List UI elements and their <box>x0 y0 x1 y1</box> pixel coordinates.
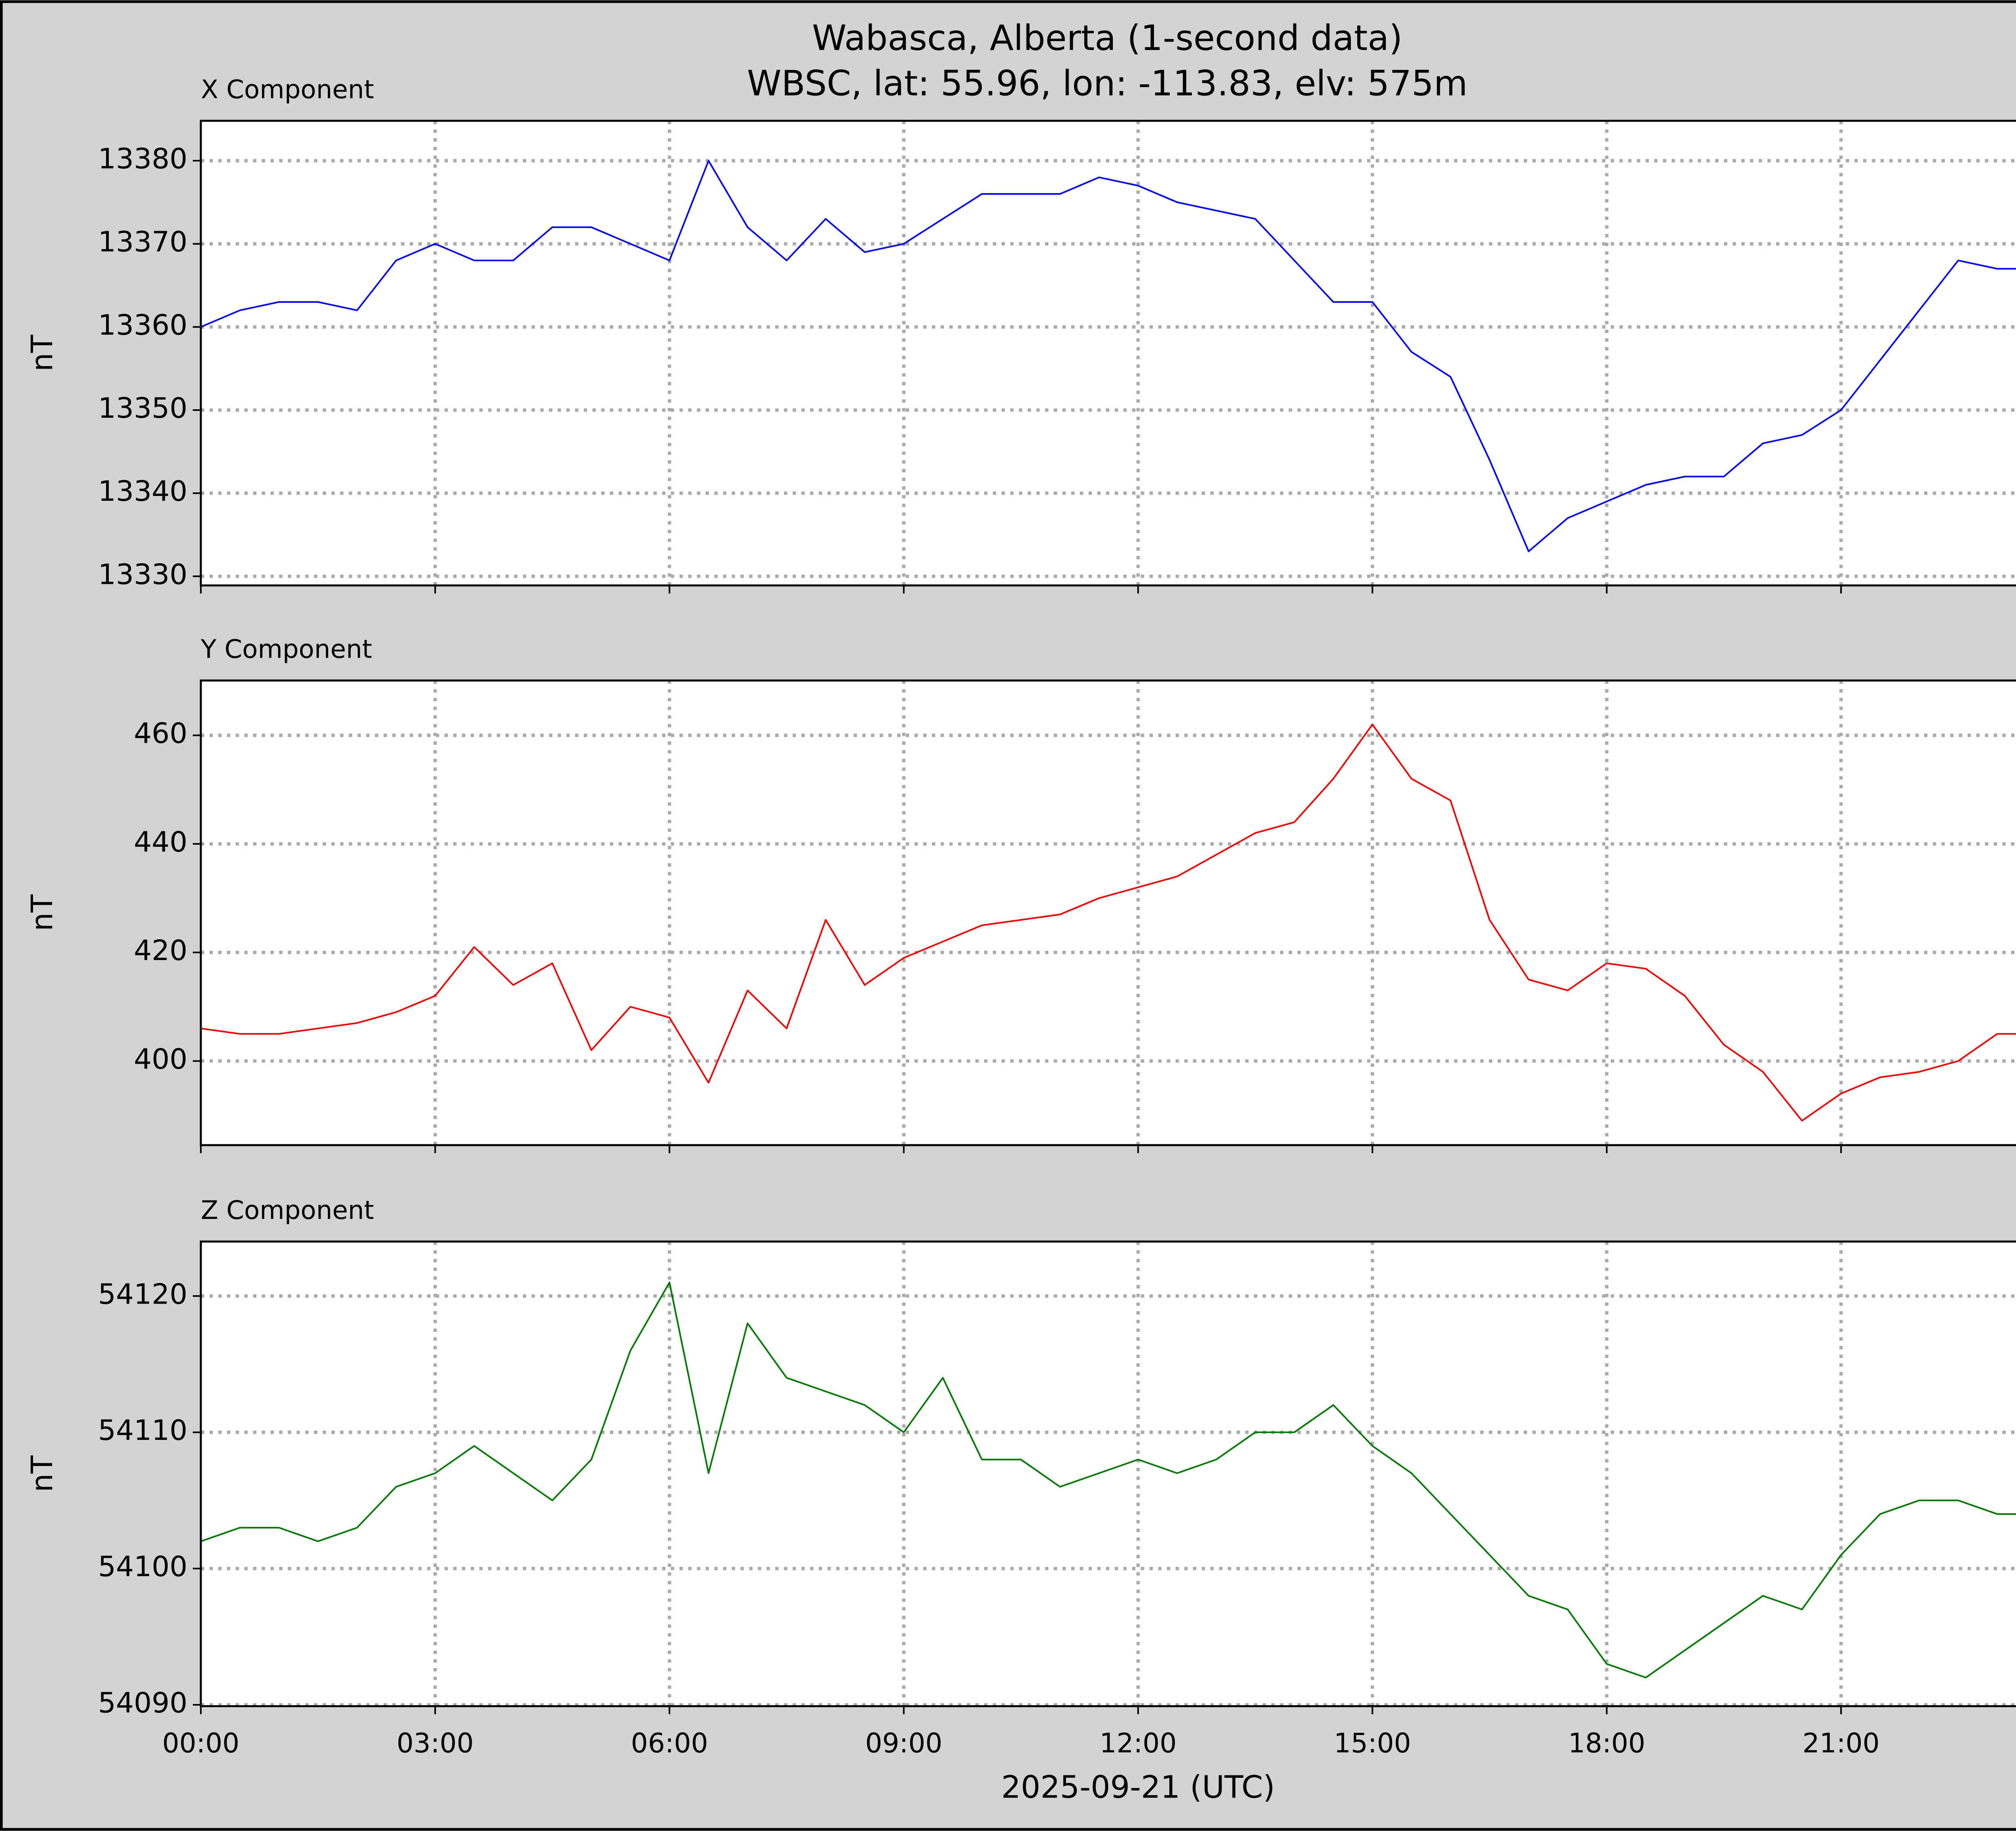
y-tick-label: 54120 <box>98 1278 187 1310</box>
x-tick-label: 06:00 <box>631 1727 708 1759</box>
y-tick-label: 400 <box>134 1043 187 1075</box>
x-tick-label: 21:00 <box>1802 1727 1879 1759</box>
y-tick-label: 13370 <box>98 226 187 258</box>
plot-area <box>201 1241 2016 1706</box>
plot-area <box>201 680 2016 1146</box>
y-tick-label: 13350 <box>98 392 187 425</box>
x-tick-label: 00:00 <box>162 1727 239 1759</box>
x-tick-label: 15:00 <box>1334 1727 1411 1759</box>
data-line <box>200 723 2016 1122</box>
x-tick-label: 12:00 <box>1100 1727 1177 1759</box>
y-tick-label: 13360 <box>98 309 187 342</box>
x-tick-label: 09:00 <box>865 1727 942 1759</box>
data-line <box>200 160 2016 552</box>
panel-title: X Component <box>201 75 374 104</box>
figure-subtitle: WBSC, lat: 55.96, lon: -113.83, elv: 575… <box>747 64 1468 104</box>
x-axis-label: 2025-09-21 (UTC) <box>1001 1769 1275 1805</box>
plot-frame <box>200 120 2016 587</box>
y-tick-label: 54100 <box>98 1550 187 1583</box>
y-axis-label: nT <box>25 335 60 371</box>
y-tick-label: 54090 <box>98 1687 187 1719</box>
y-tick-label: 54110 <box>98 1414 187 1447</box>
x-tick-label: 03:00 <box>397 1727 474 1759</box>
y-tick-label: 420 <box>134 934 187 967</box>
y-tick-label: 13380 <box>98 143 187 175</box>
panel-title: Y Component <box>200 634 372 664</box>
y-axis-label: nT <box>25 1455 60 1492</box>
plot-frame <box>200 679 2016 1146</box>
plot-frame <box>200 1240 2016 1707</box>
y-tick-label: 13340 <box>98 475 187 508</box>
x-tick-label: 18:00 <box>1568 1727 1645 1759</box>
panel-title: Z Component <box>201 1195 374 1225</box>
data-line <box>200 1281 2016 1679</box>
y-tick-label: 440 <box>134 826 187 858</box>
y-axis-label: nT <box>25 894 60 931</box>
figure-title: Wabasca, Alberta (1-second data) <box>812 18 1403 58</box>
y-tick-label: 13330 <box>98 558 187 591</box>
plot-area <box>201 121 2016 585</box>
y-tick-label: 460 <box>134 717 187 750</box>
